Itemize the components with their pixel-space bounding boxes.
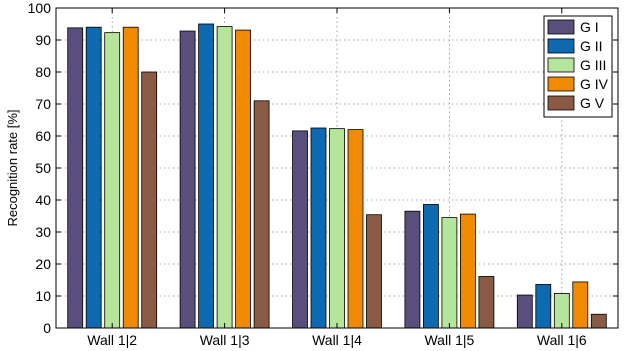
x-category-label: Wall 1|2 (87, 332, 137, 348)
y-tick-label: 60 (35, 128, 51, 144)
legend-swatch (547, 57, 575, 73)
legend-label: G I (580, 19, 599, 35)
bar-g-i-3 (292, 130, 308, 329)
bar-g-iv-3 (347, 129, 364, 329)
x-category-label: Wall 1|6 (537, 332, 587, 348)
bar-g-i-4 (404, 210, 421, 329)
bar-g-ii-5 (535, 284, 552, 329)
bar-g-iii-1 (104, 32, 121, 329)
bar-g-i-2 (179, 30, 196, 329)
bar-g-iv-1 (122, 26, 139, 329)
y-tick-label: 50 (35, 160, 51, 176)
bar-g-i-1 (67, 27, 84, 329)
y-tick-label: 30 (35, 224, 51, 240)
legend: G I G II G III G IV G V (543, 15, 613, 118)
x-category-label: Wall 1|5 (424, 332, 474, 348)
y-tick-label: 40 (35, 192, 51, 208)
bar-g-ii-1 (85, 26, 102, 329)
y-tick-label: 0 (43, 320, 51, 336)
y-axis-label: Recognition rate [%] (5, 109, 20, 226)
bar-g-ii-2 (198, 23, 215, 329)
y-tick-label: 70 (35, 96, 51, 112)
bar-g-iv-5 (572, 281, 589, 329)
y-tick-label: 20 (35, 256, 51, 272)
bar-g-v-4 (478, 276, 495, 329)
axis-ticks: 0 10 20 30 40 50 60 70 80 90 100 Wall 1|2 Wall 1|3 Wa… (28, 0, 618, 348)
bar-g-v-5 (590, 313, 607, 329)
bar-g-ii-4 (422, 204, 439, 329)
bar-g-iv-2 (235, 29, 252, 329)
bar-g-v-2 (253, 100, 270, 329)
legend-swatch (547, 38, 575, 54)
legend-label: G II (580, 38, 603, 54)
y-tick-label: 80 (35, 64, 51, 80)
bar-g-ii-3 (310, 127, 327, 329)
bar-g-iii-3 (329, 128, 345, 329)
bar-g-i-5 (516, 294, 533, 329)
bar-g-iii-5 (553, 293, 570, 329)
bar-g-iv-4 (459, 213, 476, 329)
y-tick-label: 100 (28, 0, 52, 16)
legend-swatch (547, 76, 575, 92)
x-category-label: Wall 1|4 (312, 332, 362, 348)
x-category-label: Wall 1|3 (200, 332, 250, 348)
legend-swatch (547, 19, 575, 35)
bar-g-iii-2 (216, 26, 233, 329)
bar-g-v-1 (141, 71, 158, 329)
bar-g-iii-4 (441, 217, 458, 329)
bar-g-v-3 (366, 214, 382, 329)
y-tick-label: 90 (35, 32, 51, 48)
bars (67, 23, 607, 329)
legend-label: G IV (580, 76, 609, 92)
legend-label: G V (580, 95, 605, 111)
legend-label: G III (580, 57, 606, 73)
y-tick-label: 10 (35, 288, 51, 304)
legend-swatch (547, 95, 575, 111)
